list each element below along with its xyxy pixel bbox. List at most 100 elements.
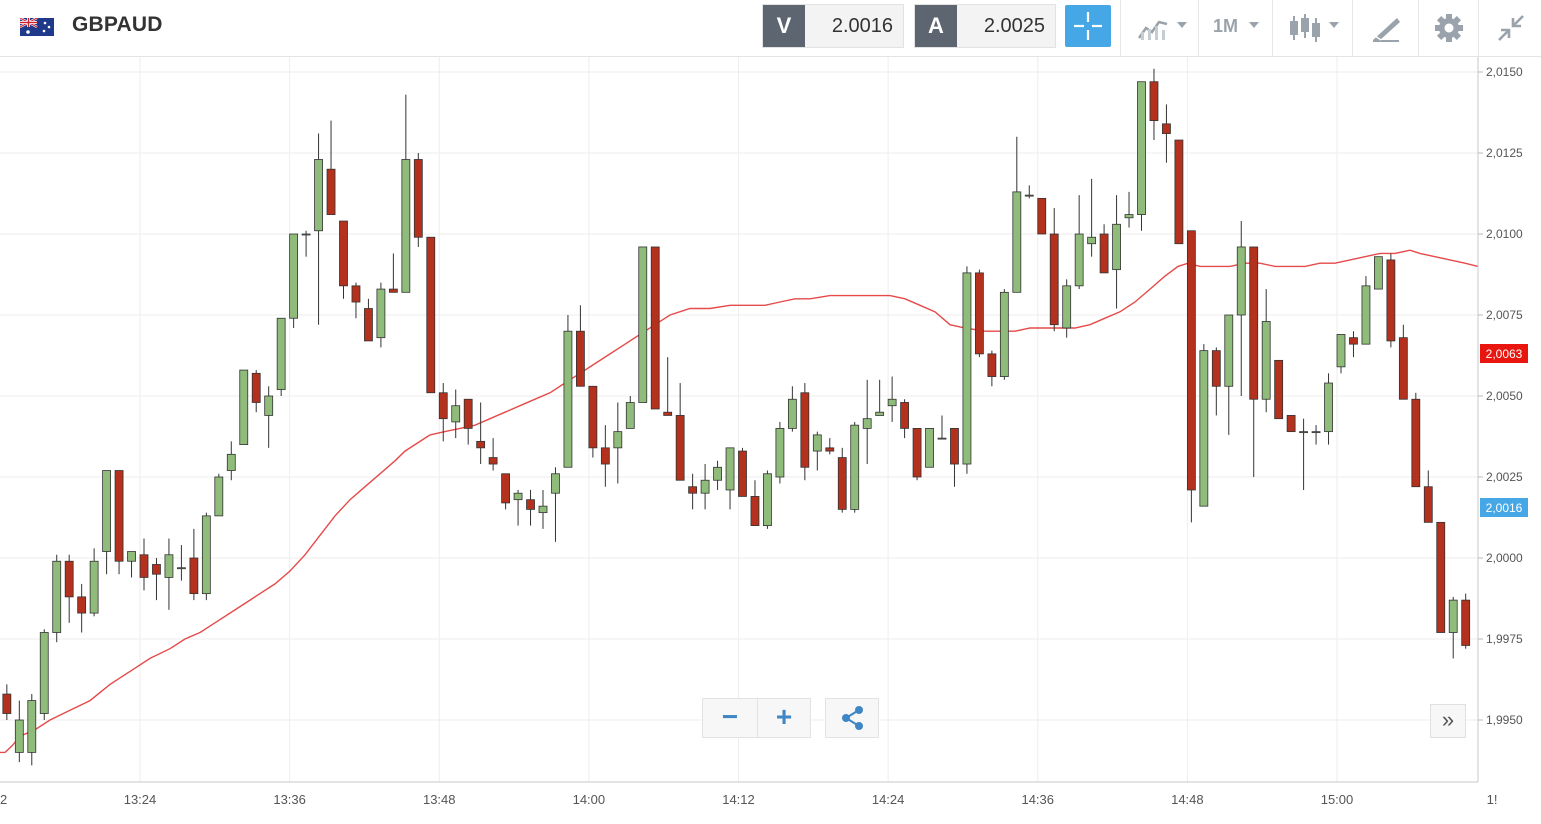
candle-body [89,560,99,614]
candlestick-chart[interactable]: 2,01502,01252,01002,00752,00502,00252,00… [0,56,1541,824]
buy-price-button[interactable]: A 2.0025 [914,4,1056,48]
candle-body [1361,285,1371,345]
candle-down [800,383,810,481]
zoom-in-button[interactable]: + [757,698,811,738]
candle-body [1211,350,1221,387]
candle-up [39,629,49,720]
candle-body [625,402,635,429]
candle-up [1299,418,1308,490]
candle-body [301,233,311,236]
candle-up [1311,425,1321,445]
candle-down [251,370,261,413]
candle-down [64,554,74,623]
share-button[interactable] [825,698,879,738]
candle-body [14,719,24,753]
candle-down [426,236,436,394]
timeframe-dropdown[interactable]: 1M [1198,0,1273,56]
candle-up [127,551,136,578]
y-tick-label: 2,0125 [1486,146,1523,160]
x-tick-label: 14:00 [573,792,606,807]
candle-up [625,396,635,429]
candle-down [825,438,835,455]
candle-up [937,415,947,440]
candle-body [1411,398,1421,488]
candle-down [1174,139,1184,245]
settings-button[interactable] [1418,0,1479,56]
candle-down [2,684,12,720]
candle-up [925,427,934,468]
candle-body [987,353,997,377]
candle-down [1099,224,1109,274]
crosshair-button[interactable] [1065,5,1111,47]
candle-down [650,246,660,410]
crosshair-icon [1074,12,1102,40]
candle-down [1411,392,1421,488]
candle-down [576,305,585,387]
candle-body [763,473,772,527]
candle-body [713,466,722,481]
candle-down [326,120,336,215]
candle-body [700,479,710,494]
candle-body [127,551,136,562]
candle-down [1286,415,1296,433]
candle-body [152,564,161,575]
indicators-button[interactable] [1120,0,1199,56]
zoom-out-button[interactable]: − [702,698,758,738]
chart-type-button[interactable] [1272,0,1353,56]
candle-body [588,385,598,449]
candle-down [1186,230,1196,523]
candle-body [1286,415,1296,433]
candle-body [226,453,236,471]
scroll-to-latest-button[interactable]: » [1430,704,1466,738]
candle-up [638,246,648,403]
candle-up [52,554,62,643]
candle-up [276,317,286,396]
candle-body [800,392,810,468]
candle-down [526,489,535,526]
candle-body [787,398,797,429]
candle-down [688,473,698,510]
candle-body [289,233,299,319]
candlestick-chart-icon [1290,14,1320,42]
candle-body [102,470,111,552]
candle-down [900,399,909,439]
sell-price-button[interactable]: V 2.0016 [762,4,904,48]
candle-body [201,515,211,595]
candle-body [501,473,510,504]
candle-body [1274,359,1284,420]
candle-body [1224,314,1234,387]
candle-up [962,266,972,474]
timeframe-label: 1M [1213,16,1239,36]
y-tick-label: 2,0150 [1486,65,1523,79]
candle-body [1062,285,1072,329]
candle-down [738,447,747,497]
collapse-button[interactable] [1478,0,1541,56]
y-tick-label: 1,9975 [1486,632,1523,646]
candle-up [775,421,785,484]
candle-body [837,457,847,510]
candle-body [27,700,37,753]
candle-body [688,486,698,494]
candle-body [725,447,735,491]
candle-up [214,473,224,517]
candle-up [1062,279,1072,338]
candle-body [962,272,972,465]
candle-body [576,330,585,387]
x-tick-label: 13:48 [423,792,456,807]
candle-up [314,133,323,325]
candle-down [1349,331,1358,358]
y-tick-label: 2,0075 [1486,308,1523,322]
candle-body [526,499,535,510]
candle-up [451,389,461,439]
candle-body [1236,246,1246,316]
candle-up [812,431,822,471]
candle-up [613,402,623,484]
candle-body [1012,191,1022,293]
candle-body [862,418,872,429]
ma-price-tag: 2,0063 [1486,347,1523,361]
chevron-down-icon [1177,22,1187,28]
drawing-tools-button[interactable] [1352,0,1419,56]
candle-up [725,447,735,510]
candle-body [950,427,959,465]
candle-up [1112,195,1121,309]
